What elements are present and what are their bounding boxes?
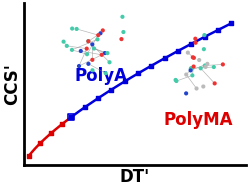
Point — [189, 42, 193, 45]
Point — [121, 15, 124, 18]
Point — [85, 47, 89, 50]
Point — [62, 40, 65, 43]
Point — [101, 29, 105, 32]
Point — [212, 66, 216, 69]
Point — [108, 61, 112, 64]
Point — [192, 56, 196, 59]
Point — [96, 38, 100, 41]
Point — [199, 67, 203, 70]
Point — [90, 43, 94, 46]
Point — [202, 48, 206, 51]
Point — [86, 62, 90, 65]
Point — [189, 69, 193, 72]
Point — [85, 53, 89, 56]
Point — [190, 74, 194, 77]
Point — [201, 85, 205, 88]
Y-axis label: CCS': CCS' — [3, 63, 21, 105]
Point — [202, 34, 206, 37]
X-axis label: DT': DT' — [120, 168, 150, 186]
Point — [99, 32, 103, 35]
Point — [82, 106, 86, 109]
Point — [27, 154, 31, 157]
Point — [60, 122, 64, 125]
Point — [100, 53, 104, 56]
Point — [104, 72, 108, 75]
Point — [163, 57, 167, 60]
Point — [106, 52, 110, 55]
Point — [75, 27, 79, 30]
Point — [189, 67, 193, 70]
Point — [203, 35, 207, 38]
Point — [216, 28, 220, 31]
Point — [69, 116, 73, 119]
Point — [149, 64, 153, 67]
Point — [184, 73, 188, 76]
Point — [69, 116, 73, 119]
Text: PolyA: PolyA — [75, 67, 128, 85]
Point — [191, 56, 195, 59]
Point — [205, 62, 209, 65]
Point — [192, 65, 196, 68]
Point — [176, 49, 180, 52]
Point — [109, 88, 113, 91]
Point — [65, 44, 69, 47]
Point — [203, 64, 207, 67]
Point — [194, 41, 198, 44]
Point — [96, 97, 100, 100]
Point — [38, 142, 42, 145]
Point — [86, 40, 90, 43]
Point — [70, 48, 74, 51]
Point — [103, 52, 107, 55]
Point — [186, 51, 190, 54]
Point — [174, 78, 178, 81]
Point — [77, 64, 81, 67]
Point — [49, 132, 53, 135]
Point — [79, 50, 83, 53]
Point — [189, 67, 193, 70]
Point — [90, 69, 94, 72]
Point — [174, 80, 178, 83]
Point — [221, 63, 225, 66]
Point — [92, 47, 96, 50]
Point — [197, 59, 201, 62]
Point — [122, 30, 125, 33]
Point — [120, 38, 124, 41]
Point — [213, 82, 217, 85]
Point — [184, 92, 188, 95]
Point — [90, 58, 94, 61]
Point — [230, 22, 234, 25]
Point — [193, 37, 197, 40]
Point — [204, 65, 208, 68]
Text: PolyMA: PolyMA — [164, 111, 233, 129]
Point — [123, 80, 126, 83]
Point — [96, 34, 100, 37]
Point — [70, 27, 74, 30]
Point — [86, 40, 90, 43]
Point — [194, 87, 198, 90]
Point — [136, 72, 140, 75]
